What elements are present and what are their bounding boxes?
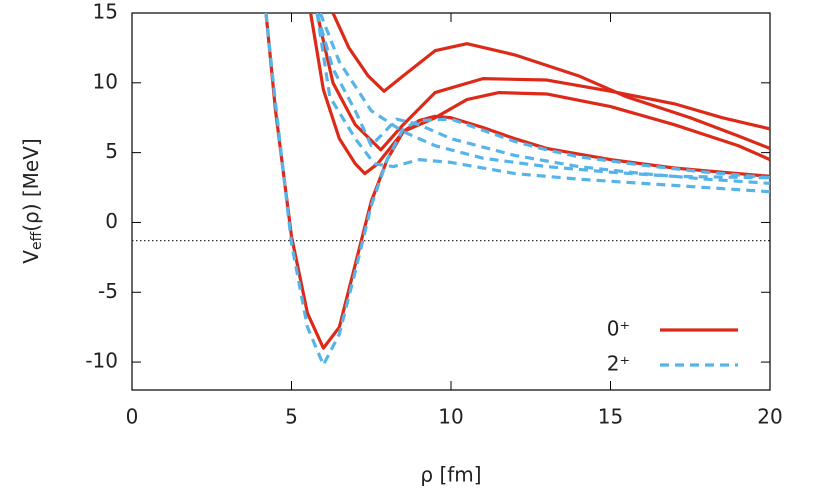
y-tick-label: 10 [93, 69, 118, 93]
x-tick-label: 0 [126, 405, 139, 429]
curve [315, 13, 770, 185]
x-tick-label: 5 [285, 405, 298, 429]
curve [318, 13, 770, 180]
x-axis-label: ρ [fm] [420, 463, 481, 487]
y-label-main: V [19, 250, 43, 264]
legend-label: 0⁺ [607, 317, 630, 341]
x-tick-label: 20 [757, 405, 782, 429]
y-tick-label: 5 [105, 139, 118, 163]
y-tick-label: 15 [93, 0, 118, 24]
curve [264, 13, 770, 350]
y-label-rest: (ρ) [MeV] [19, 138, 43, 232]
curve [331, 13, 770, 150]
plot-frame [131, 12, 771, 391]
y-tick-label: -10 [85, 349, 118, 373]
curve [264, 13, 770, 367]
y-tick-label: -5 [98, 279, 118, 303]
curve [315, 13, 770, 152]
y-tick-label: 0 [105, 209, 118, 233]
curve [315, 13, 770, 194]
y-label-sub: eff [29, 231, 45, 250]
x-tick-label: 15 [598, 405, 623, 429]
x-tick-label: 10 [438, 405, 463, 429]
plot-area [132, 13, 770, 367]
y-axis-label: Veff(ρ) [MeV] [19, 138, 46, 263]
legend-label: 2⁺ [607, 352, 630, 376]
curve [309, 13, 770, 176]
